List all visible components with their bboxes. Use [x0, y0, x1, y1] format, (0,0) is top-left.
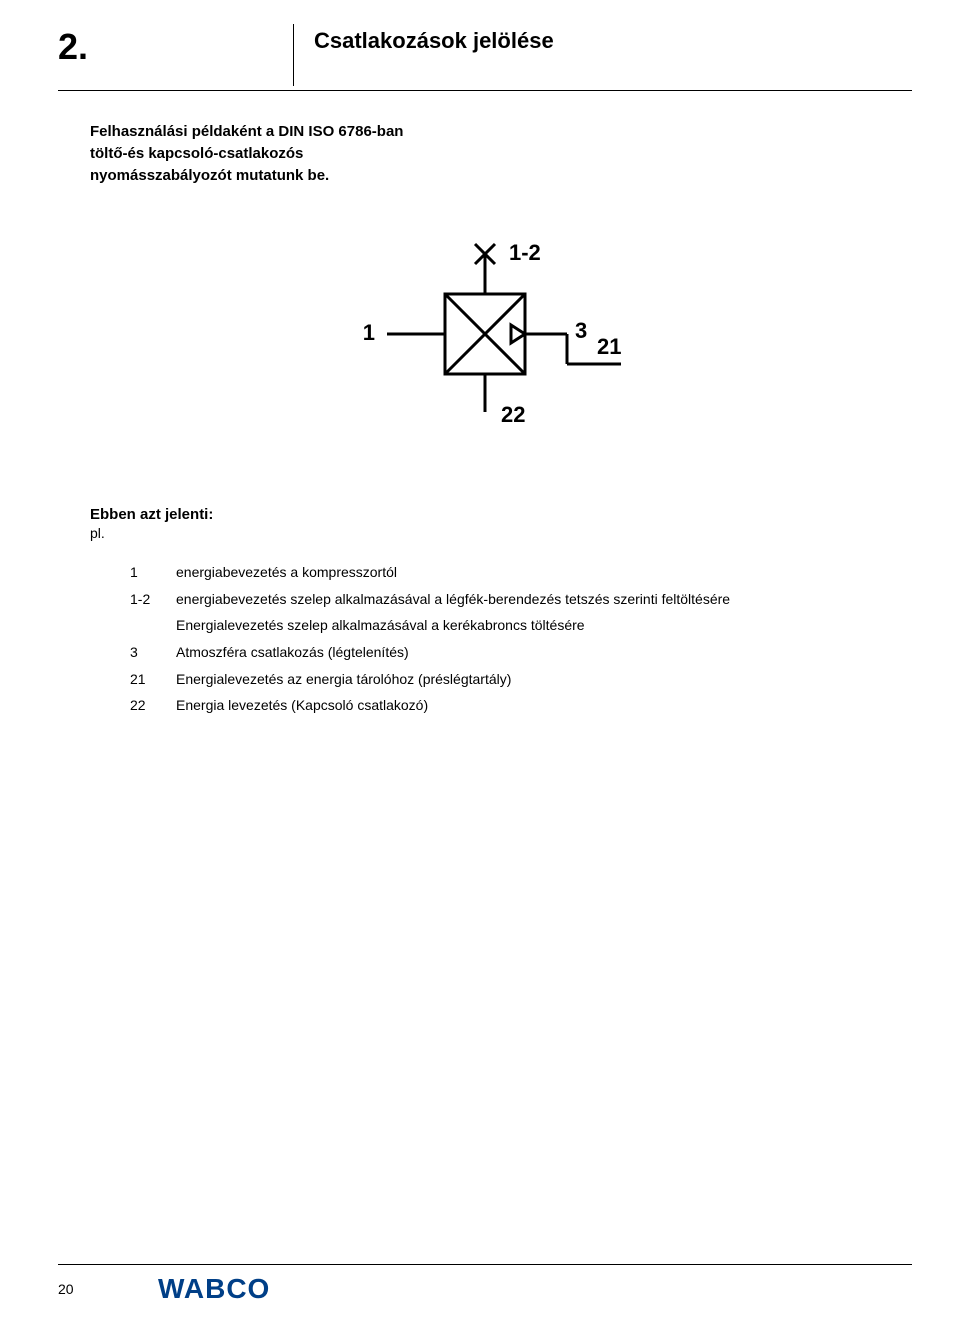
- legend-row: Energialevezetés szelep alkalmazásával a…: [130, 612, 900, 639]
- intro-line: töltő-és kapcsoló-csatlakozós: [90, 145, 303, 162]
- svg-text:1: 1: [363, 320, 375, 345]
- svg-text:3: 3: [575, 318, 587, 343]
- page-header: 2. Csatlakozások jelölése: [0, 0, 960, 86]
- title-block: Csatlakozások jelölése: [293, 24, 554, 86]
- legend-key: [130, 612, 176, 639]
- diagram-container: 1 1-2 3 21 22: [90, 226, 900, 446]
- svg-text:1-2: 1-2: [509, 240, 541, 265]
- intro-line: nyomásszabályozót mutatunk be.: [90, 167, 329, 184]
- page-title: Csatlakozások jelölése: [314, 28, 554, 54]
- intro-paragraph: Felhasználási példaként a DIN ISO 6786-b…: [90, 121, 490, 186]
- svg-text:21: 21: [597, 334, 621, 359]
- legend-text: Energialevezetés az energia tárolóhoz (p…: [176, 666, 900, 693]
- legend-list: 1energiabevezetés a kompresszortól1-2ene…: [90, 559, 900, 719]
- footer-row: 20 WABCO: [58, 1273, 912, 1305]
- svg-text:22: 22: [501, 402, 525, 427]
- legend-key: 3: [130, 639, 176, 666]
- legend-key: 1-2: [130, 586, 176, 613]
- pressure-regulator-diagram: 1 1-2 3 21 22: [335, 226, 655, 446]
- section-number: 2.: [58, 24, 293, 68]
- legend-row: 1-2energiabevezetés szelep alkalmazásáva…: [130, 586, 900, 613]
- page-number: 20: [58, 1281, 158, 1297]
- legend-heading: Ebben azt jelenti:: [90, 506, 900, 523]
- legend-row: 1energiabevezetés a kompresszortól: [130, 559, 900, 586]
- legend-key: 22: [130, 692, 176, 719]
- footer-rule: [58, 1264, 912, 1265]
- legend-text: Atmoszféra csatlakozás (légtelenítés): [176, 639, 900, 666]
- legend-text: Energia levezetés (Kapcsoló csatlakozó): [176, 692, 900, 719]
- legend-text: energiabevezetés szelep alkalmazásával a…: [176, 586, 900, 613]
- page-footer: 20 WABCO: [0, 1264, 960, 1305]
- page-content: Felhasználási példaként a DIN ISO 6786-b…: [0, 91, 960, 719]
- legend-row: 22Energia levezetés (Kapcsoló csatlakozó…: [130, 692, 900, 719]
- legend-row: 3Atmoszféra csatlakozás (légtelenítés): [130, 639, 900, 666]
- legend-subheading: pl.: [90, 525, 900, 541]
- legend-key: 21: [130, 666, 176, 693]
- legend-key: 1: [130, 559, 176, 586]
- intro-line: Felhasználási példaként a DIN ISO 6786-b…: [90, 123, 403, 140]
- legend-text: Energialevezetés szelep alkalmazásával a…: [176, 612, 900, 639]
- brand-logo: WABCO: [158, 1273, 270, 1305]
- legend-text: energiabevezetés a kompresszortól: [176, 559, 900, 586]
- legend-row: 21Energialevezetés az energia tárolóhoz …: [130, 666, 900, 693]
